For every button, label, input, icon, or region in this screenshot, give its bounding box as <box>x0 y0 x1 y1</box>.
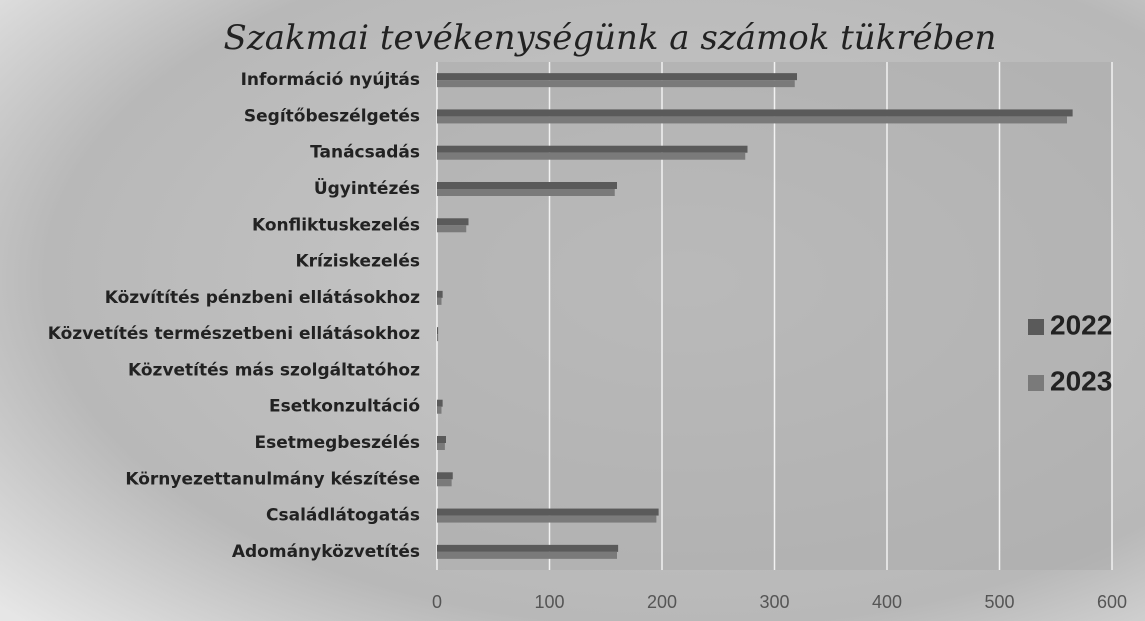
x-tick-label: 400 <box>872 592 902 612</box>
y-tick-label: Adományközvetítés <box>232 542 420 562</box>
y-tick-label: Közvítítés pénzbeni ellátásokhoz <box>105 288 420 308</box>
y-tick-label: Ügyintézés <box>314 177 420 199</box>
x-tick-label: 300 <box>759 592 789 612</box>
y-tick-label: Esetmegbeszélés <box>254 433 420 453</box>
bar <box>437 552 617 559</box>
bar <box>437 73 797 80</box>
bar <box>437 116 1067 123</box>
legend-swatch <box>1028 319 1044 335</box>
y-tick-label: Konfliktuskezelés <box>252 215 420 235</box>
chart: Szakmai tevékenységünk a számok tükrében… <box>0 0 1145 621</box>
bar <box>437 472 453 479</box>
bar <box>437 189 615 196</box>
y-tick-label: Közvetítés természetbeni ellátásokhoz <box>48 324 420 344</box>
bar <box>437 153 745 160</box>
y-tick-label: Esetkonzultáció <box>269 397 420 417</box>
legend-swatch <box>1028 375 1044 391</box>
bar <box>437 218 469 225</box>
x-tick-label: 600 <box>1097 592 1127 612</box>
bar <box>437 509 659 516</box>
bar <box>437 516 656 523</box>
y-tick-label: Kríziskezelés <box>295 252 420 272</box>
x-tick-label: 500 <box>984 592 1014 612</box>
bar <box>437 291 443 298</box>
bar <box>437 400 443 407</box>
x-tick-label: 0 <box>432 592 442 612</box>
bar <box>437 146 748 153</box>
y-tick-label: Segítőbeszélgetés <box>244 106 420 126</box>
bar <box>437 109 1073 116</box>
bar <box>437 80 795 87</box>
bar <box>437 407 442 414</box>
bar <box>437 182 617 189</box>
bar <box>437 436 446 443</box>
bar <box>437 298 442 305</box>
y-tick-label: Tanácsadás <box>310 143 420 163</box>
y-tick-label: Családlátogatás <box>266 506 420 526</box>
bar <box>437 225 466 232</box>
legend-label: 2023 <box>1050 365 1112 396</box>
bar <box>437 545 618 552</box>
y-tick-label: Közvetítés más szolgáltatóhoz <box>128 360 420 380</box>
bar <box>437 327 438 334</box>
y-tick-label: Információ nyújtás <box>241 70 420 90</box>
x-tick-label: 200 <box>647 592 677 612</box>
legend-label: 2022 <box>1050 309 1112 340</box>
bar <box>437 334 438 341</box>
bar <box>437 443 445 450</box>
y-tick-label: Környezettanulmány készítése <box>125 469 420 489</box>
x-tick-label: 100 <box>534 592 564 612</box>
chart-title: Szakmai tevékenységünk a számok tükrében <box>224 18 997 58</box>
bar <box>437 479 452 486</box>
